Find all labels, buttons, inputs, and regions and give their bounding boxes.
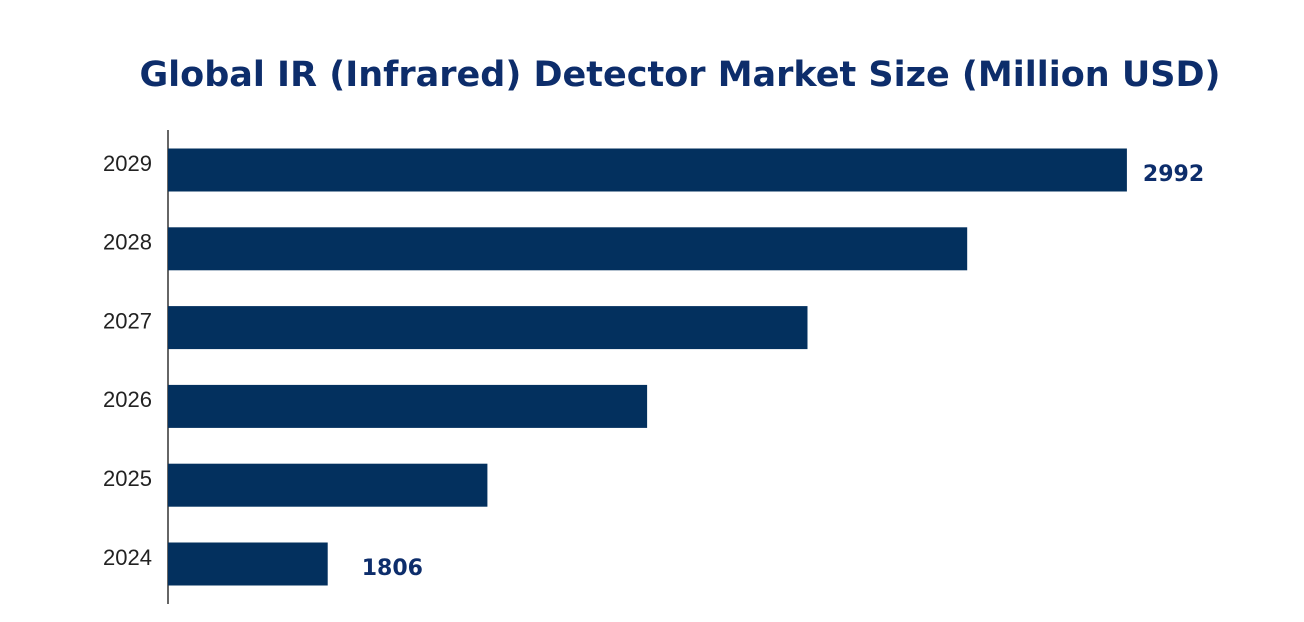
bar [168,384,648,428]
y-tick-label: 2024 [103,545,152,570]
bar [168,542,328,586]
y-tick-label: 2029 [103,151,152,176]
y-tick-label: 2025 [103,466,152,491]
bar [168,227,968,271]
bar [168,148,1127,192]
bar [168,306,808,350]
y-tick-label: 2027 [103,308,152,333]
bar [168,463,488,507]
y-tick-label: 2026 [103,387,152,412]
value-label: 2992 [1143,162,1204,187]
chart-title: Global IR (Infrared) Detector Market Siz… [139,55,1220,95]
value-label: 1806 [362,556,423,581]
y-tick-label: 2028 [103,230,152,255]
